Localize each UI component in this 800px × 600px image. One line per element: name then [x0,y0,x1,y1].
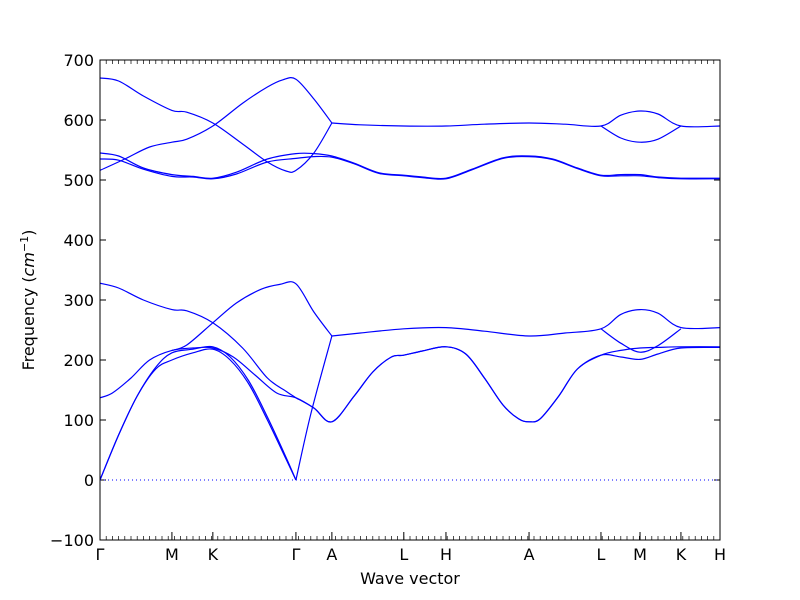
plot-frame [99,59,721,541]
dispersion-branch-13 [600,125,682,143]
dispersion-branch-2 [100,345,297,481]
x-tick-label: H [714,545,726,564]
x-tick-label: L [399,545,408,564]
dispersion-branch-7 [295,335,333,481]
x-tick-label: A [524,545,535,564]
y-tick-label: −100 [50,531,94,550]
y-axis-ticks: −100 0 100 200 300 400 500 600 700 [50,51,720,550]
y-tick-label: 300 [63,291,94,310]
y-tick-label: 400 [63,231,94,250]
y-tick-label: 100 [63,411,94,430]
y-tick-label: 700 [63,51,94,70]
y-tick-label: 500 [63,171,94,190]
x-tick-label: H [440,545,452,564]
x-tick-label: A [326,545,337,564]
dispersion-branch-12 [331,110,720,128]
dispersion-curves [100,77,720,481]
dispersion-branch-9 [600,328,682,353]
dispersion-branch-11 [100,77,333,171]
dispersion-branch-14 [100,152,720,180]
y-tick-label: 0 [84,471,94,490]
y-axis-label: Frequency (cm−1) [18,230,38,371]
x-tick-label: K [208,545,219,564]
dispersion-branch-4 [295,346,720,423]
x-tick-label: M [633,545,647,564]
dispersion-branch-8 [331,308,720,337]
x-tick-label: Γ [96,545,105,564]
x-axis-label: Wave vector [360,569,460,588]
x-tick-label: K [676,545,687,564]
y-tick-label: 200 [63,351,94,370]
dispersion-branch-5 [100,282,297,399]
dispersion-branch-15 [100,155,720,180]
x-tick-label: L [596,545,605,564]
x-tick-label: Γ [291,545,300,564]
y-tick-label: 600 [63,111,94,130]
dispersion-branch-6 [171,281,333,351]
dispersion-branch-10 [100,77,333,173]
x-tick-label: M [165,545,179,564]
